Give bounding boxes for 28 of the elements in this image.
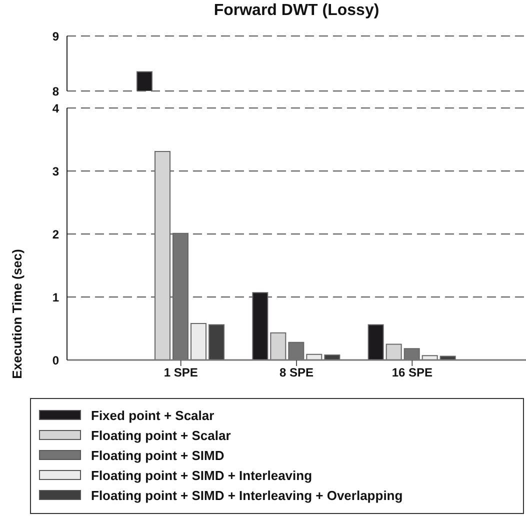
chart-title: Forward DWT (Lossy): [212, 2, 380, 20]
bar: [154, 150, 170, 360]
x-tick-label: 8 SPE: [279, 366, 314, 380]
bar: [324, 354, 340, 360]
bar: [440, 356, 456, 360]
bar: [270, 332, 286, 360]
legend-label: Floating point + SIMD: [91, 448, 224, 462]
y-tick-label: 8: [52, 84, 60, 98]
bar: [422, 355, 438, 360]
bar: [252, 292, 268, 360]
legend-label: Floating point + SIMD + Interleaving: [91, 468, 312, 482]
bar: [190, 322, 206, 360]
y-axis-title: Execution Time (sec): [10, 249, 25, 379]
bar: [368, 324, 384, 360]
legend-label: Floating point + Scalar: [91, 428, 231, 442]
y-tick-label: 0: [52, 353, 60, 368]
bar: [306, 354, 322, 360]
legend-label: Floating point + SIMD + Interleaving + Overlapping: [91, 488, 403, 502]
y-tick-label: 9: [52, 29, 60, 44]
legend-label: Fixed point + Scalar: [91, 408, 214, 422]
y-tick-label: 2: [52, 227, 60, 242]
x-tick-label: 16 SPE: [392, 366, 433, 380]
y-tick-label: 3: [52, 164, 60, 178]
y-tick-label: 1: [52, 290, 60, 304]
x-tick-label: 1 SPE: [164, 366, 198, 380]
bar: [386, 344, 402, 360]
y-tick-label: 4: [52, 101, 60, 116]
bar: [208, 324, 224, 360]
